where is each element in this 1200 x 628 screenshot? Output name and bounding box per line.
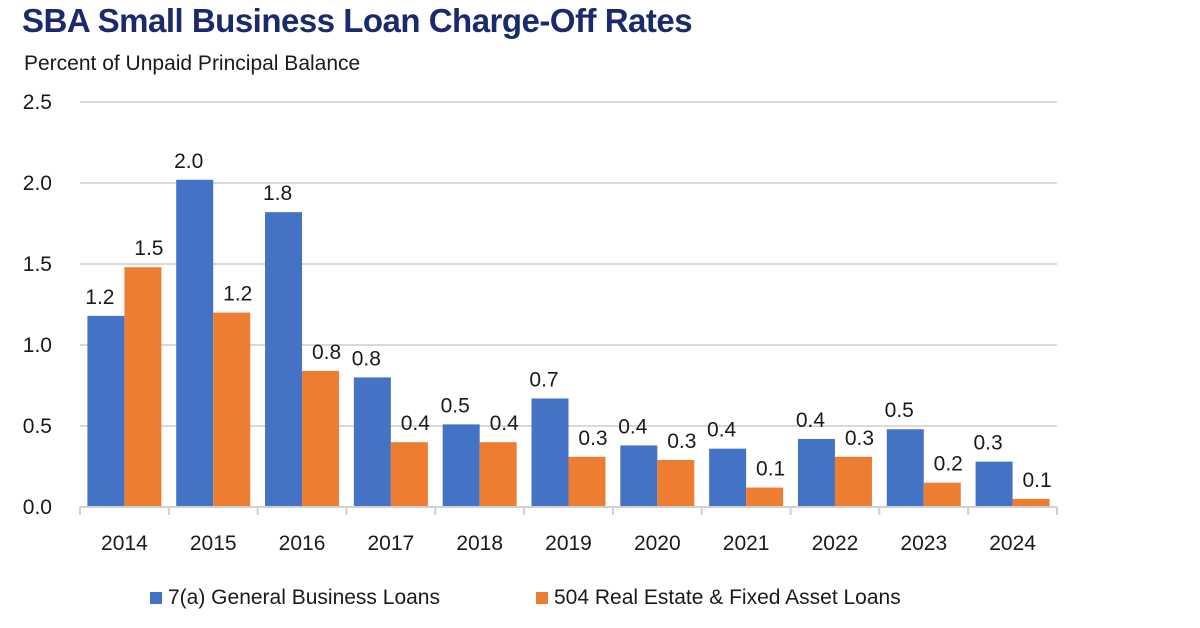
chart-title: SBA Small Business Loan Charge-Off Rates — [22, 2, 693, 39]
bar-504 — [479, 442, 517, 507]
data-label-7a: 0.4 — [796, 409, 826, 432]
data-label-7a: 1.8 — [263, 182, 292, 205]
bar-504 — [124, 267, 162, 507]
y-tick-label: 2.0 — [23, 172, 52, 195]
data-label-504: 0.8 — [312, 341, 341, 364]
data-label-504: 0.1 — [1022, 469, 1051, 492]
data-label-7a: 0.4 — [618, 415, 648, 438]
x-tick-label: 2019 — [545, 532, 592, 555]
legend-label-504: 504 Real Estate & Fixed Asset Loans — [554, 586, 901, 609]
bar-7a — [620, 445, 658, 507]
data-label-504: 0.1 — [756, 458, 785, 481]
x-tick-label: 2020 — [634, 532, 681, 555]
data-labels: 1.2 2.0 1.8 0.8 0.5 0.7 0.4 0.4 0.4 0.5 0.3 1.5 1.2 0… — [85, 150, 1051, 492]
data-label-504: 0.4 — [401, 412, 431, 435]
data-label-7a: 0.8 — [352, 347, 381, 370]
bar-7a — [87, 315, 125, 507]
data-label-7a: 2.0 — [174, 150, 203, 173]
data-label-504: 0.3 — [578, 427, 607, 450]
bar-7a — [975, 461, 1013, 507]
bar-7a — [797, 438, 835, 507]
data-label-7a: 0.5 — [441, 394, 470, 417]
chart-subtitle: Percent of Unpaid Principal Balance — [24, 52, 361, 75]
y-tick-label: 0.5 — [23, 415, 52, 438]
data-label-7a: 0.7 — [529, 368, 558, 391]
bar-504 — [213, 312, 251, 507]
data-label-504: 1.2 — [223, 283, 252, 306]
bar-7a — [353, 377, 391, 507]
data-label-504: 0.4 — [490, 412, 520, 435]
y-tick-label: 0.0 — [23, 496, 52, 519]
legend-item-7a: 7(a) General Business Loans — [150, 586, 440, 610]
bar-504 — [302, 370, 340, 507]
data-label-504: 0.3 — [845, 427, 874, 450]
data-label-504: 0.2 — [934, 453, 963, 476]
x-tick-label: 2023 — [900, 532, 947, 555]
bar-7a — [531, 398, 569, 507]
bar-504 — [390, 442, 428, 507]
legend-swatch-504 — [536, 592, 548, 604]
data-label-7a: 0.4 — [707, 419, 737, 442]
x-tick-label: 2021 — [723, 532, 770, 555]
data-label-7a: 0.5 — [885, 399, 914, 422]
y-tick-label: 2.5 — [23, 91, 52, 114]
x-tick-label: 2016 — [279, 532, 326, 555]
bar-7a — [886, 429, 924, 507]
bars — [87, 179, 1050, 507]
bar-7a — [176, 179, 214, 507]
bar-504 — [834, 456, 872, 507]
bar-504 — [568, 456, 606, 507]
bar-7a — [265, 212, 303, 507]
legend-swatch-7a — [150, 592, 162, 604]
x-axis: 2014 2015 2016 2017 2018 2019 2020 2021 2022 2023… — [79, 506, 1058, 555]
bar-7a — [442, 424, 480, 507]
y-tick-label: 1.0 — [23, 334, 52, 357]
x-tick-label: 2015 — [190, 532, 237, 555]
data-label-504: 1.5 — [134, 237, 163, 260]
x-tick-label: 2018 — [456, 532, 503, 555]
legend-item-504: 504 Real Estate & Fixed Asset Loans — [536, 586, 901, 610]
data-label-504: 0.3 — [667, 430, 696, 453]
y-axis-ticks: 0.0 0.5 1.0 1.5 2.0 2.5 — [23, 91, 52, 519]
y-tick-label: 1.5 — [23, 253, 52, 276]
bar-504 — [746, 487, 784, 507]
x-tick-label: 2017 — [368, 532, 415, 555]
bar-504 — [923, 482, 961, 507]
x-tick-label: 2014 — [101, 532, 148, 555]
bar-504 — [1012, 498, 1050, 507]
legend-label-7a: 7(a) General Business Loans — [168, 586, 440, 609]
legend: 7(a) General Business Loans 504 Real Est… — [0, 586, 1200, 616]
bar-7a — [709, 448, 747, 507]
data-label-7a: 0.3 — [973, 432, 1002, 455]
x-tick-label: 2024 — [989, 532, 1036, 555]
data-label-7a: 1.2 — [85, 286, 114, 309]
bar-504 — [657, 460, 695, 507]
x-tick-label: 2022 — [812, 532, 859, 555]
